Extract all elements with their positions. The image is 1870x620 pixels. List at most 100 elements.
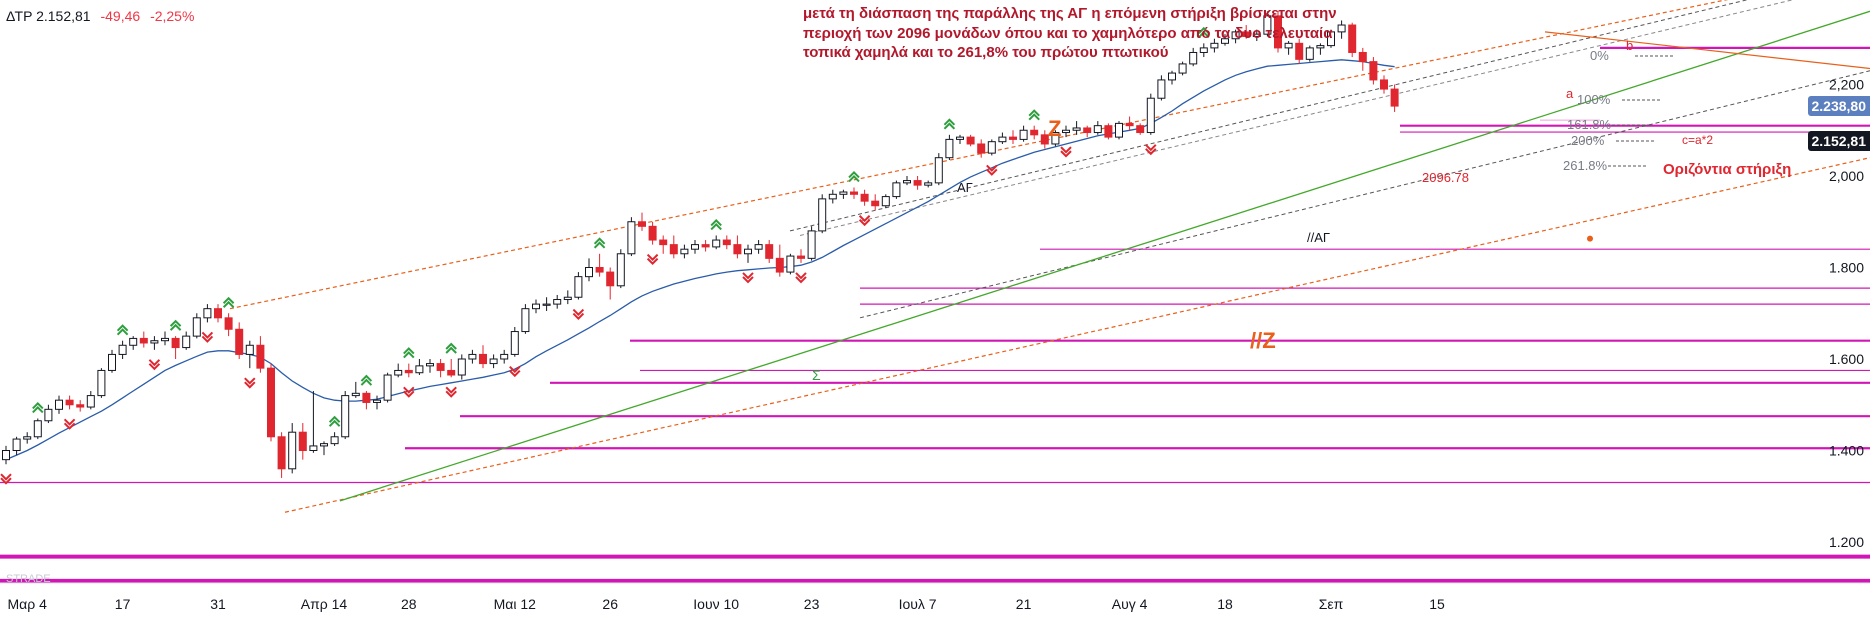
candle-body	[139, 337, 148, 344]
candle-body	[108, 353, 116, 371]
label-ag: ΑΓ	[957, 180, 973, 195]
up-arrow-icon	[710, 219, 722, 231]
candle-body	[1231, 31, 1240, 40]
up-arrow-icon	[360, 374, 373, 386]
y-axis-tick-label: 1.800	[1829, 260, 1864, 276]
candle	[659, 235, 668, 254]
candle	[860, 189, 869, 206]
up-arrow-icon	[222, 296, 235, 308]
candle-body	[1274, 15, 1282, 49]
candle-body	[1040, 134, 1049, 145]
candle-body	[118, 344, 127, 355]
signal-arrows	[0, 26, 1210, 485]
candle	[479, 345, 487, 369]
candle-body	[1093, 125, 1102, 134]
candle-body	[1252, 33, 1261, 37]
candle-body	[150, 340, 159, 344]
candle	[627, 217, 636, 257]
label-ag-parallel: //ΑΓ	[1307, 230, 1330, 245]
candle-body	[447, 369, 456, 376]
candle-body	[224, 317, 233, 330]
candle	[1252, 29, 1261, 42]
candle-body	[1104, 125, 1113, 138]
watermark-text: STRADE	[6, 573, 51, 585]
analysis-line: τοπικά χαμηλά και το 261,8% του πρώτου π…	[803, 44, 1169, 61]
candle-body	[913, 180, 922, 186]
x-axis-tick-label: Σεπ	[1319, 596, 1344, 612]
fib-level-label: 0%	[1590, 48, 1609, 63]
candle-body	[712, 239, 721, 248]
candle-body	[1284, 42, 1293, 49]
candle	[765, 240, 774, 263]
candle-body	[956, 136, 964, 140]
candle	[277, 432, 286, 478]
support-lines	[0, 46, 1870, 583]
candle	[1009, 130, 1017, 144]
x-axis-tick-label: Μαρ 4	[7, 596, 47, 612]
candle	[1083, 125, 1092, 138]
candle-body	[500, 353, 509, 360]
candle	[1348, 22, 1357, 58]
candle-body	[1019, 129, 1028, 140]
down-arrow-icon	[201, 331, 214, 343]
candle	[733, 235, 742, 259]
candle	[23, 432, 32, 444]
label-wave-a: a	[1566, 86, 1574, 101]
x-axis-tick-label: Ιουν 10	[693, 596, 739, 612]
down-arrow-icon	[445, 386, 457, 398]
candle	[807, 226, 816, 261]
candle	[351, 381, 360, 398]
candle	[161, 331, 169, 346]
chart-axes: 1.200 1.400 1.600 1.800 2,000 2,200 Μαρ 4 17 31 Α…	[0, 77, 1870, 612]
candle	[1062, 125, 1070, 138]
y-axis-tick-label: 1.400	[1829, 443, 1864, 459]
candle-body	[341, 395, 350, 438]
candle	[129, 336, 138, 350]
candle-body	[1348, 24, 1357, 53]
up-arrow-icon	[943, 118, 956, 130]
candle	[754, 240, 763, 254]
candle-body	[680, 248, 689, 255]
candle-body	[1369, 61, 1378, 81]
candle	[1242, 25, 1251, 39]
down-arrow-icon	[795, 272, 807, 284]
candle	[839, 189, 848, 199]
candle	[436, 359, 445, 378]
candle-body	[510, 331, 519, 355]
down-arrow-icon	[572, 308, 585, 320]
candle	[1168, 70, 1176, 85]
candle	[394, 363, 403, 378]
down-arrow-icon	[403, 386, 415, 398]
candle	[1136, 123, 1145, 135]
candle	[1093, 121, 1102, 135]
candle	[712, 235, 721, 250]
candle-body	[330, 436, 339, 445]
candle-body	[871, 200, 880, 207]
candle	[574, 272, 583, 300]
up-arrow-icon	[32, 402, 44, 414]
candle	[1040, 130, 1049, 149]
candle	[913, 176, 922, 190]
candle-body	[638, 221, 646, 227]
candle-body	[1157, 79, 1166, 99]
candle	[680, 244, 689, 259]
candle	[1030, 125, 1039, 140]
candle-body	[1199, 47, 1208, 53]
candle-body	[298, 431, 307, 452]
candle	[139, 331, 148, 348]
candle	[1263, 11, 1272, 37]
candle-body	[574, 276, 583, 298]
analysis-line: μετά τη διάσπαση της παράλλης της ΑΓ η ε…	[803, 5, 1337, 22]
candle-body	[860, 193, 869, 202]
last-price-badge: 2.152,81	[1807, 131, 1870, 151]
candle	[457, 354, 466, 380]
candle	[1369, 57, 1378, 85]
candle-body	[998, 136, 1007, 143]
candle-body	[733, 244, 742, 255]
candle-body	[1115, 122, 1123, 138]
candle-body	[192, 317, 201, 337]
candle-body	[765, 244, 774, 259]
candle-body	[553, 299, 562, 305]
candle	[1072, 121, 1081, 135]
